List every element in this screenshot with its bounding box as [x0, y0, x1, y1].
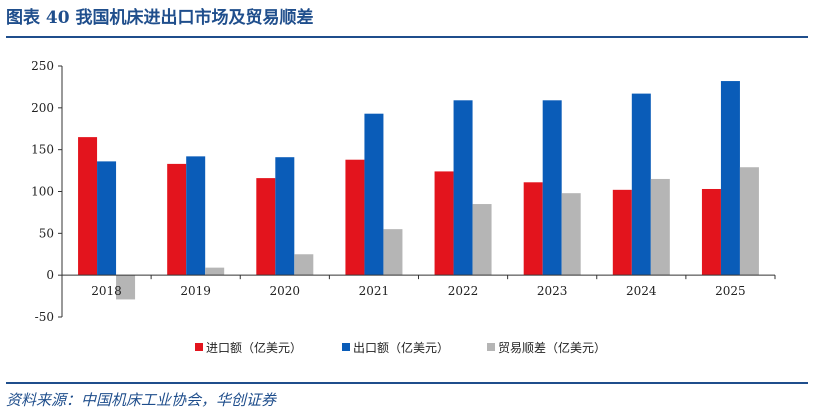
export-bar: [542, 100, 562, 276]
legend-label: 出口额（亿美元）: [353, 340, 449, 355]
x-tick-label: 2022: [448, 284, 479, 298]
import-bar: [345, 159, 365, 276]
import-bar: [701, 188, 721, 276]
export-bar: [97, 161, 117, 276]
import-bar: [78, 137, 98, 276]
surplus-bar: [116, 275, 136, 300]
import-bar: [434, 171, 454, 276]
y-tick-label: 150: [31, 143, 54, 157]
bars: [78, 81, 759, 300]
title-divider: [6, 36, 808, 38]
x-tick-label: 2023: [537, 284, 568, 298]
x-tick-label: 2020: [270, 284, 301, 298]
legend-swatch: [342, 343, 350, 351]
export-bar: [275, 157, 295, 276]
y-tick-label: 250: [31, 59, 54, 73]
export-bar: [720, 81, 740, 276]
y-axis: -50 0 50 100 150 200 250: [31, 59, 63, 324]
legend: 进口额（亿美元） 出口额（亿美元） 贸易顺差（亿美元）: [195, 340, 606, 355]
surplus-bar: [561, 193, 581, 276]
export-bar: [453, 100, 473, 276]
x-tick-label: 2019: [180, 284, 211, 298]
figure-title: 图表 40 我国机床进出口市场及贸易顺差: [6, 8, 314, 28]
export-bar: [631, 93, 651, 276]
import-bar: [256, 178, 276, 276]
surplus-bar: [205, 267, 225, 276]
x-axis: 2018 2019 2020 2021 2022 2023 2024 2025: [61, 274, 776, 298]
surplus-bar: [650, 178, 670, 276]
x-tick-label: 2025: [715, 284, 746, 298]
x-tick-label: 2021: [359, 284, 390, 298]
y-tick-label: 0: [46, 268, 54, 282]
import-bar: [523, 182, 543, 276]
y-tick-label: -50: [35, 310, 54, 324]
export-bar: [186, 156, 206, 276]
surplus-bar: [383, 229, 403, 276]
legend-swatch: [195, 343, 203, 351]
surplus-bar: [472, 204, 492, 276]
legend-label: 进口额（亿美元）: [206, 340, 302, 355]
legend-swatch: [487, 343, 495, 351]
import-bar: [167, 163, 187, 276]
export-bar: [364, 113, 384, 276]
legend-label: 贸易顺差（亿美元）: [498, 340, 606, 355]
surplus-bar: [739, 167, 759, 276]
y-tick-label: 50: [39, 226, 54, 240]
footer-divider: [6, 382, 808, 384]
surplus-bar: [294, 254, 314, 276]
import-bar: [612, 189, 632, 276]
x-tick-label: 2024: [626, 284, 657, 298]
y-tick-label: 100: [31, 185, 54, 199]
y-tick-label: 200: [31, 101, 54, 115]
source-note: 资料来源：中国机床工业协会，华创证券: [6, 391, 277, 409]
x-tick-label: 2018: [91, 284, 122, 298]
